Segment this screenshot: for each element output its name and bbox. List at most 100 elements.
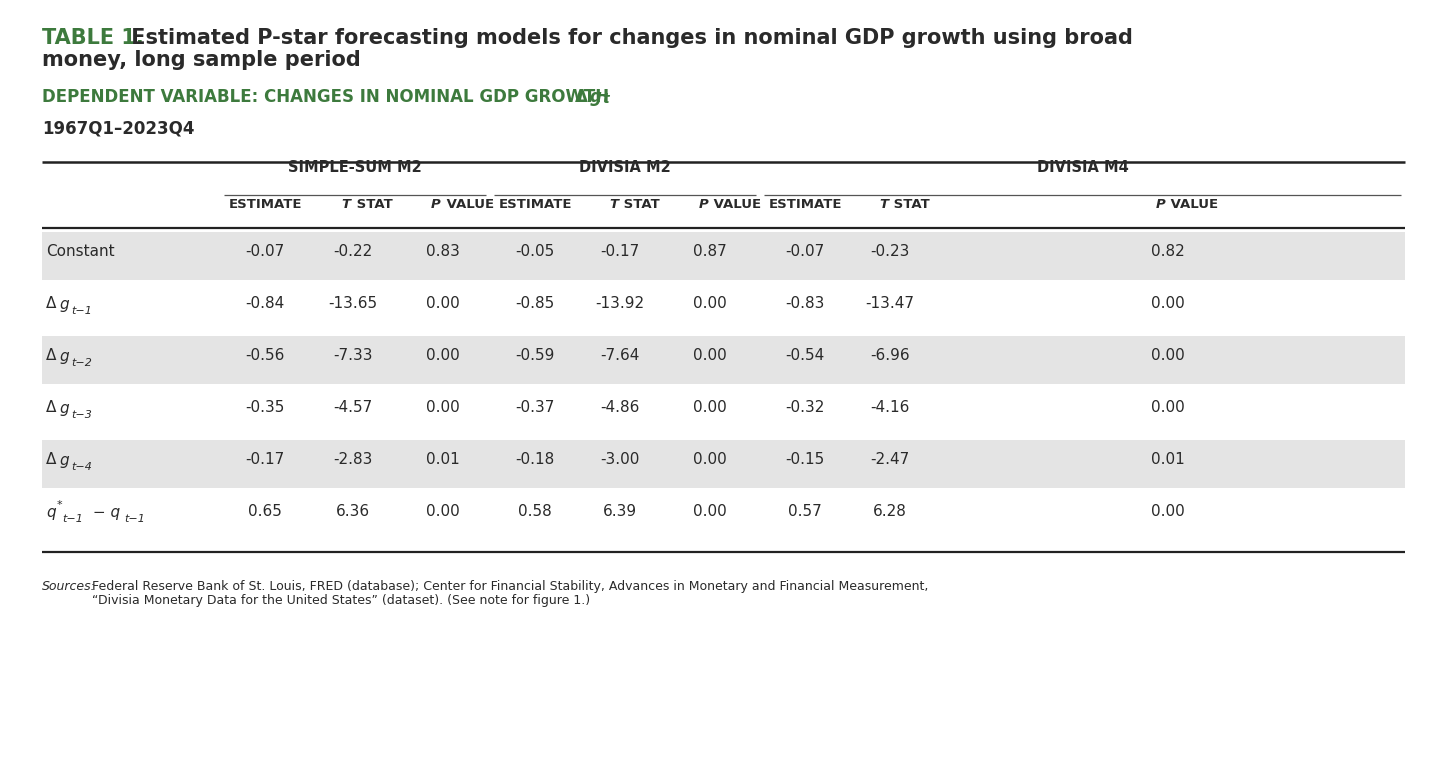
Text: 0.01: 0.01 xyxy=(1151,453,1184,468)
Text: 0.00: 0.00 xyxy=(1151,349,1184,364)
Text: 6.39: 6.39 xyxy=(603,504,636,519)
Text: -0.17: -0.17 xyxy=(245,453,285,468)
Bar xyxy=(42,440,1405,488)
Text: TABLE 1.: TABLE 1. xyxy=(42,28,144,48)
Text: 0.87: 0.87 xyxy=(693,245,727,260)
Text: T: T xyxy=(609,198,618,210)
Text: 0.00: 0.00 xyxy=(693,453,727,468)
Bar xyxy=(42,336,1405,384)
Text: *: * xyxy=(58,500,62,510)
Text: T: T xyxy=(878,198,888,210)
Text: 0.00: 0.00 xyxy=(693,400,727,415)
Text: -13.92: -13.92 xyxy=(595,296,645,311)
Text: 0.58: 0.58 xyxy=(518,504,552,519)
Text: 0.00: 0.00 xyxy=(426,349,459,364)
Text: Δ: Δ xyxy=(46,400,56,415)
Text: 0.00: 0.00 xyxy=(693,296,727,311)
Text: -13.47: -13.47 xyxy=(865,296,914,311)
Text: -0.15: -0.15 xyxy=(785,453,825,468)
Text: -2.47: -2.47 xyxy=(870,453,910,468)
Text: T: T xyxy=(341,198,350,210)
Text: -0.37: -0.37 xyxy=(516,400,554,415)
Text: Federal Reserve Bank of St. Louis, FRED (database); Center for Financial Stabili: Federal Reserve Bank of St. Louis, FRED … xyxy=(92,580,929,593)
Text: -0.54: -0.54 xyxy=(785,349,825,364)
Text: 0.00: 0.00 xyxy=(426,400,459,415)
Text: Δ: Δ xyxy=(46,453,56,468)
Text: 0.00: 0.00 xyxy=(1151,400,1184,415)
Text: P: P xyxy=(698,198,708,210)
Text: 1967Q1–2023Q4: 1967Q1–2023Q4 xyxy=(42,120,194,138)
Text: -4.86: -4.86 xyxy=(600,400,639,415)
Text: -0.07: -0.07 xyxy=(785,245,825,260)
Text: t: t xyxy=(602,92,609,106)
Text: -4.16: -4.16 xyxy=(870,400,910,415)
Text: 0.65: 0.65 xyxy=(248,504,282,519)
Text: VALUE: VALUE xyxy=(1166,198,1218,210)
Text: STAT: STAT xyxy=(619,198,660,210)
Text: g: g xyxy=(60,400,69,415)
Text: 0.00: 0.00 xyxy=(1151,504,1184,519)
Text: ESTIMATE: ESTIMATE xyxy=(769,198,842,210)
Text: -4.57: -4.57 xyxy=(333,400,372,415)
Text: 0.00: 0.00 xyxy=(693,349,727,364)
Text: 0.00: 0.00 xyxy=(426,504,459,519)
Text: VALUE: VALUE xyxy=(442,198,494,210)
Text: g: g xyxy=(60,296,69,311)
Text: “Divisia Monetary Data for the United States” (dataset). (See note for figure 1.: “Divisia Monetary Data for the United St… xyxy=(92,594,590,607)
Bar xyxy=(42,232,1405,280)
Text: t−1: t−1 xyxy=(62,514,84,524)
Text: − q: − q xyxy=(88,504,120,519)
Text: -0.17: -0.17 xyxy=(600,245,639,260)
Text: g: g xyxy=(590,88,602,106)
Text: -13.65: -13.65 xyxy=(328,296,377,311)
Text: ESTIMATE: ESTIMATE xyxy=(229,198,302,210)
Text: g: g xyxy=(60,453,69,468)
Text: -0.07: -0.07 xyxy=(245,245,285,260)
Text: -0.23: -0.23 xyxy=(870,245,910,260)
Text: q: q xyxy=(46,504,56,519)
Text: -7.33: -7.33 xyxy=(333,349,373,364)
Text: DIVISIA M2: DIVISIA M2 xyxy=(579,160,671,174)
Text: -0.56: -0.56 xyxy=(245,349,285,364)
Text: STAT: STAT xyxy=(351,198,392,210)
Text: 0.57: 0.57 xyxy=(788,504,822,519)
Text: -0.59: -0.59 xyxy=(516,349,554,364)
Text: P: P xyxy=(1156,198,1165,210)
Text: Estimated P-star forecasting models for changes in nominal GDP growth using broa: Estimated P-star forecasting models for … xyxy=(124,28,1133,48)
Text: -2.83: -2.83 xyxy=(333,453,372,468)
Text: DEPENDENT VARIABLE: CHANGES IN NOMINAL GDP GROWTH: DEPENDENT VARIABLE: CHANGES IN NOMINAL G… xyxy=(42,88,615,106)
Text: P: P xyxy=(431,198,441,210)
Text: t−1: t−1 xyxy=(124,514,145,524)
Text: Δ: Δ xyxy=(575,88,588,106)
Text: g: g xyxy=(60,349,69,364)
Text: -0.85: -0.85 xyxy=(516,296,554,311)
Text: 6.28: 6.28 xyxy=(873,504,907,519)
Text: 0.00: 0.00 xyxy=(1151,296,1184,311)
Text: t−3: t−3 xyxy=(71,410,92,420)
Text: 0.00: 0.00 xyxy=(426,296,459,311)
Text: 0.00: 0.00 xyxy=(693,504,727,519)
Text: Δ: Δ xyxy=(46,296,56,311)
Text: -0.32: -0.32 xyxy=(785,400,825,415)
Text: 6.36: 6.36 xyxy=(336,504,370,519)
Text: Constant: Constant xyxy=(46,245,115,260)
Text: STAT: STAT xyxy=(888,198,930,210)
Text: -3.00: -3.00 xyxy=(600,453,639,468)
Text: -0.05: -0.05 xyxy=(516,245,554,260)
Text: money, long sample period: money, long sample period xyxy=(42,50,361,70)
Text: Δ: Δ xyxy=(46,349,56,364)
Text: t−2: t−2 xyxy=(71,358,92,368)
Text: -7.64: -7.64 xyxy=(600,349,639,364)
Text: DIVISIA M4: DIVISIA M4 xyxy=(1037,160,1129,174)
Text: SIMPLE-SUM M2: SIMPLE-SUM M2 xyxy=(288,160,422,174)
Text: ESTIMATE: ESTIMATE xyxy=(498,198,572,210)
Text: VALUE: VALUE xyxy=(708,198,762,210)
Text: -0.22: -0.22 xyxy=(333,245,372,260)
Text: -0.18: -0.18 xyxy=(516,453,554,468)
Text: -6.96: -6.96 xyxy=(870,349,910,364)
Text: Sources:: Sources: xyxy=(42,580,96,593)
Text: 0.82: 0.82 xyxy=(1151,245,1184,260)
Text: t−1: t−1 xyxy=(71,306,92,316)
Text: -0.83: -0.83 xyxy=(785,296,825,311)
Text: 0.01: 0.01 xyxy=(426,453,459,468)
